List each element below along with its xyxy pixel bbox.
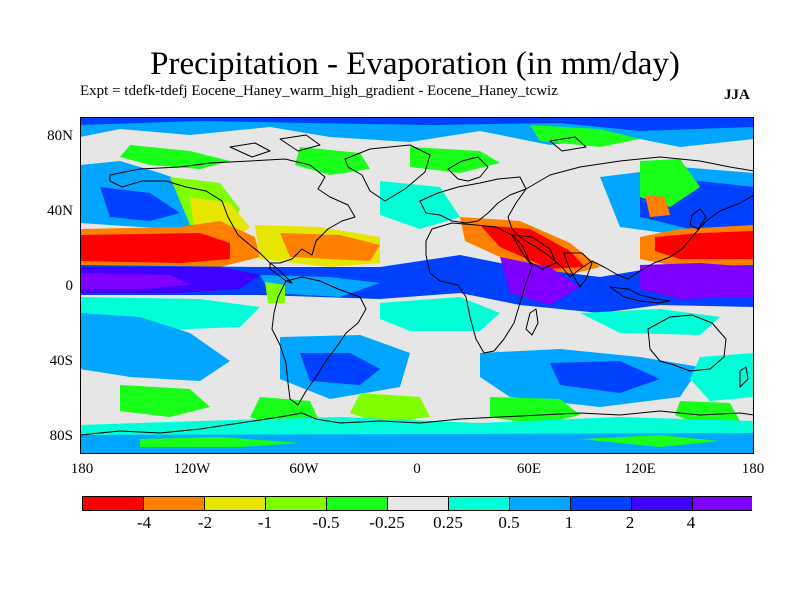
colorbar-label: 4 bbox=[686, 513, 696, 532]
coastline-south-america bbox=[271, 276, 367, 406]
pe-region bbox=[80, 273, 190, 289]
coastline-indonesia bbox=[609, 286, 671, 304]
coastline-arctic-islands bbox=[279, 134, 321, 152]
map-frame bbox=[80, 117, 754, 454]
coastline-arctic-islands bbox=[549, 136, 587, 152]
pe-region bbox=[530, 125, 640, 147]
pe-region bbox=[640, 159, 700, 207]
coastlines bbox=[80, 134, 754, 436]
colorbar-label: 0.25 bbox=[433, 513, 463, 532]
colorbar-label: -4 bbox=[136, 513, 152, 532]
pe-region bbox=[280, 233, 380, 261]
colorbar-swatch bbox=[326, 496, 388, 511]
colorbar-swatch bbox=[509, 496, 571, 511]
pe-region bbox=[80, 433, 754, 454]
pe-region bbox=[120, 145, 230, 169]
colorbar-swatch bbox=[631, 496, 693, 511]
colorbar-swatch bbox=[265, 496, 327, 511]
lat-tick-80s: 80S bbox=[49, 428, 73, 444]
colorbar-swatch bbox=[570, 496, 632, 511]
pe-region bbox=[410, 147, 500, 173]
colorbar-label: -1 bbox=[257, 513, 273, 532]
colorbar-label: 0.5 bbox=[498, 513, 520, 532]
coastline-asia bbox=[507, 156, 754, 280]
pe-region bbox=[645, 195, 670, 217]
lat-tick-0: 0 bbox=[65, 278, 74, 294]
coastline-africa bbox=[425, 222, 533, 354]
pe-region bbox=[480, 225, 585, 269]
coastline-arctic-islands bbox=[229, 142, 271, 158]
season-label: JJA bbox=[724, 87, 750, 103]
lat-tick-40n: 40N bbox=[47, 203, 73, 219]
lon-tick-0: 0 bbox=[413, 461, 421, 477]
coastline-greenland bbox=[344, 144, 431, 202]
chart-title: Precipitation - Evaporation (in mm/day) bbox=[150, 46, 680, 82]
pe-region bbox=[80, 255, 754, 313]
lon-tick-180w: 180 bbox=[70, 461, 94, 477]
world-map bbox=[80, 117, 754, 454]
colorbar-label: 1 bbox=[564, 513, 574, 532]
colorbar-label: 2 bbox=[625, 513, 635, 532]
pe-region bbox=[490, 397, 580, 425]
pe-region bbox=[120, 385, 210, 417]
coastline-antarctica bbox=[80, 410, 754, 436]
pe-region bbox=[100, 187, 180, 221]
colorbar-label: -0.25 bbox=[369, 513, 405, 532]
colorbar-label: -0.5 bbox=[312, 513, 340, 532]
colorbar-swatch bbox=[204, 496, 266, 511]
pe-region bbox=[140, 437, 300, 447]
coastline-japan bbox=[689, 208, 707, 230]
lon-tick-60w: 60W bbox=[289, 461, 319, 477]
lat-tick-40s: 40S bbox=[49, 353, 73, 369]
pe-region bbox=[265, 282, 285, 303]
pe-region bbox=[655, 231, 754, 259]
coastline-india bbox=[563, 252, 593, 288]
lon-tick-60e: 60E bbox=[516, 461, 542, 477]
coastline-scandinavia bbox=[447, 156, 489, 182]
coastline-central-america bbox=[269, 262, 293, 284]
pe-region bbox=[500, 257, 580, 305]
lon-tick-120w: 120W bbox=[173, 461, 211, 477]
coastline-europe bbox=[419, 176, 527, 224]
coastline-north-america bbox=[109, 158, 356, 264]
colorbar-swatch bbox=[82, 496, 144, 511]
pe-region bbox=[80, 117, 754, 131]
coastline-arabia bbox=[511, 234, 557, 270]
coastline-australia bbox=[647, 314, 727, 372]
pe-region bbox=[580, 435, 720, 447]
colorbar-swatch bbox=[448, 496, 510, 511]
colorbar-swatch bbox=[692, 496, 752, 511]
pe-region bbox=[550, 361, 660, 393]
experiment-subtitle: Expt = tdefk-tdefj Eocene_Haney_warm_hig… bbox=[80, 83, 558, 99]
lon-tick-120e: 120E bbox=[624, 461, 656, 477]
coastline-new-zealand bbox=[739, 366, 749, 388]
colorbar-swatch bbox=[387, 496, 449, 511]
pe-region bbox=[380, 297, 500, 331]
colorbar bbox=[82, 496, 752, 511]
pe-region bbox=[640, 263, 754, 299]
pe-region bbox=[690, 353, 754, 401]
lon-tick-180e: 180 bbox=[741, 461, 765, 477]
pe-region bbox=[80, 313, 230, 381]
pe-region bbox=[350, 393, 430, 423]
lat-tick-80n: 80N bbox=[47, 128, 73, 144]
pe-region bbox=[300, 353, 380, 385]
colorbar-swatch bbox=[143, 496, 205, 511]
pe-region bbox=[80, 233, 230, 263]
coastline-madagascar bbox=[525, 308, 539, 336]
pe-region bbox=[675, 401, 740, 425]
colorbar-label: -2 bbox=[197, 513, 213, 532]
pe-contour-fields bbox=[80, 117, 754, 454]
pe-region bbox=[380, 181, 460, 229]
